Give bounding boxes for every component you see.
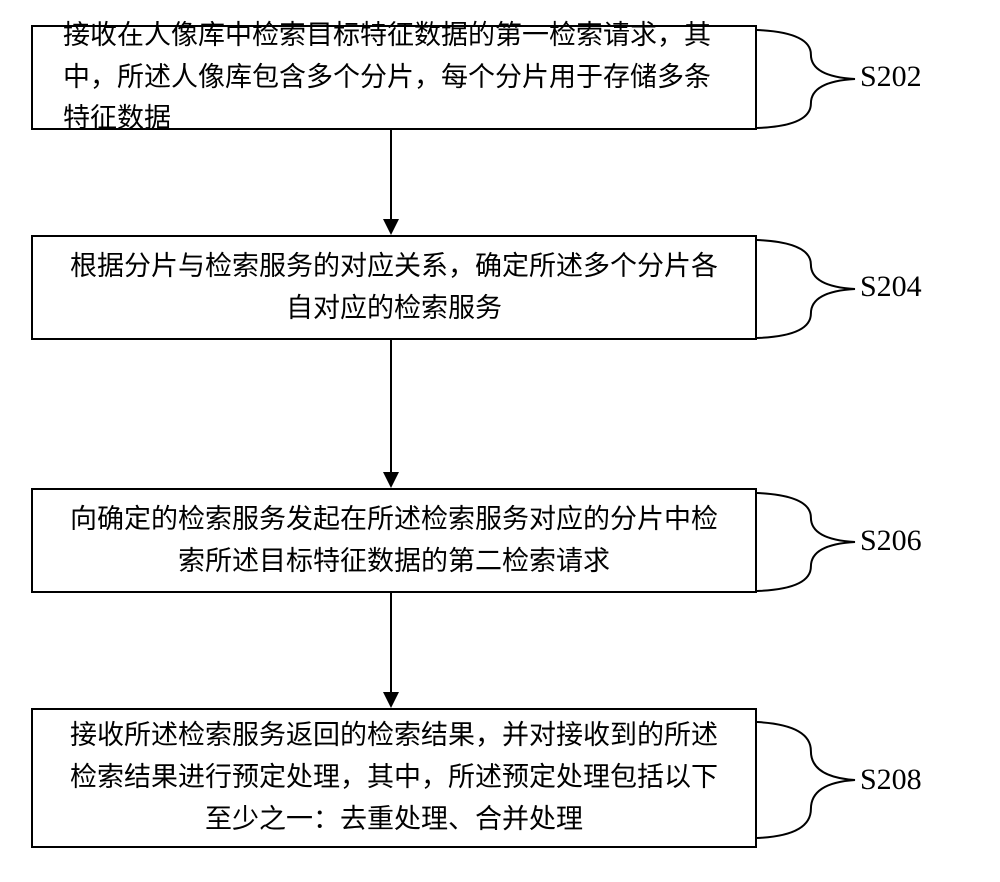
flow-arrow <box>381 593 401 708</box>
flow-step-s208: 接收所述检索服务返回的检索结果，并对接收到的所述检索结果进行预定处理，其中，所述… <box>31 708 757 848</box>
flow-step-text: 根据分片与检索服务的对应关系，确定所述多个分片各自对应的检索服务 <box>63 246 725 330</box>
flowchart-canvas: 接收在人像库中检索目标特征数据的第一检索请求，其中，所述人像库包含多个分片，每个… <box>0 0 1000 882</box>
flow-step-label: S206 <box>860 524 922 558</box>
curly-brace-icon <box>757 240 855 338</box>
flow-step-label: S202 <box>860 60 922 94</box>
flow-step-label: S208 <box>860 763 922 797</box>
flow-arrow <box>381 340 401 488</box>
flow-step-s206: 向确定的检索服务发起在所述检索服务对应的分片中检索所述目标特征数据的第二检索请求 <box>31 488 757 593</box>
flow-step-text: 接收所述检索服务返回的检索结果，并对接收到的所述检索结果进行预定处理，其中，所述… <box>63 715 725 841</box>
flow-step-s202: 接收在人像库中检索目标特征数据的第一检索请求，其中，所述人像库包含多个分片，每个… <box>31 25 757 130</box>
curly-brace-icon <box>757 722 855 838</box>
curly-brace-icon <box>757 493 855 591</box>
flow-step-s204: 根据分片与检索服务的对应关系，确定所述多个分片各自对应的检索服务 <box>31 235 757 340</box>
flow-step-text: 向确定的检索服务发起在所述检索服务对应的分片中检索所述目标特征数据的第二检索请求 <box>63 499 725 583</box>
curly-brace-icon <box>757 30 855 128</box>
flow-arrow <box>381 130 401 235</box>
flow-step-label: S204 <box>860 270 922 304</box>
flow-step-text: 接收在人像库中检索目标特征数据的第一检索请求，其中，所述人像库包含多个分片，每个… <box>63 15 725 141</box>
